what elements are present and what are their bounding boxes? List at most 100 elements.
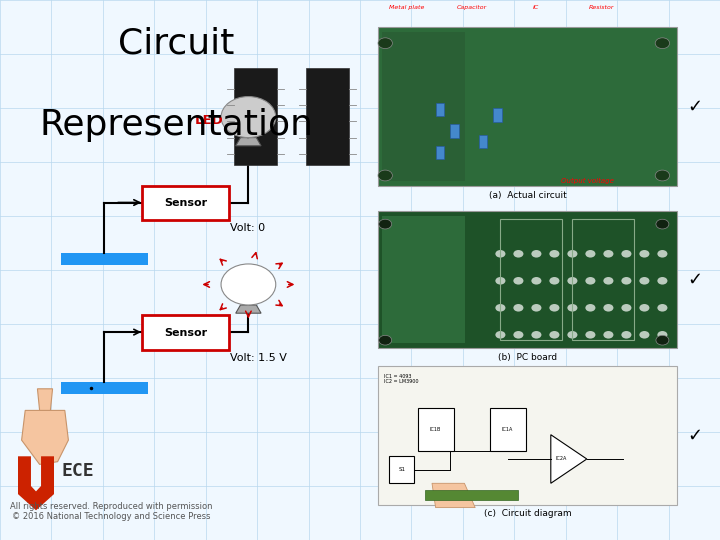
Circle shape xyxy=(513,304,523,312)
Circle shape xyxy=(585,250,595,258)
Circle shape xyxy=(655,170,670,181)
Polygon shape xyxy=(551,435,587,483)
Polygon shape xyxy=(235,138,261,146)
Circle shape xyxy=(639,304,649,312)
Circle shape xyxy=(621,277,631,285)
Polygon shape xyxy=(235,305,261,313)
Circle shape xyxy=(603,304,613,312)
Circle shape xyxy=(603,277,613,285)
Bar xyxy=(382,216,465,343)
Circle shape xyxy=(379,219,392,229)
Polygon shape xyxy=(18,456,54,510)
Bar xyxy=(493,108,502,122)
Text: Volt: 0: Volt: 0 xyxy=(230,224,266,233)
Bar xyxy=(378,211,677,348)
Circle shape xyxy=(621,250,631,258)
Circle shape xyxy=(513,250,523,258)
Circle shape xyxy=(657,277,667,285)
Bar xyxy=(450,124,459,138)
Polygon shape xyxy=(432,483,475,508)
Circle shape xyxy=(221,97,276,138)
Text: Volt: 1.5 V: Volt: 1.5 V xyxy=(230,353,287,363)
Circle shape xyxy=(639,277,649,285)
Circle shape xyxy=(378,38,392,49)
Bar xyxy=(418,408,454,451)
Circle shape xyxy=(495,250,505,258)
Bar xyxy=(306,68,349,165)
Circle shape xyxy=(639,331,649,339)
Bar xyxy=(425,490,518,500)
Bar xyxy=(436,103,444,116)
Text: IC1A: IC1A xyxy=(502,427,513,432)
Circle shape xyxy=(513,277,523,285)
Circle shape xyxy=(549,304,559,312)
Bar xyxy=(61,382,148,394)
Circle shape xyxy=(621,331,631,339)
Text: All rights reserved. Reproduced with permission
© 2016 National Technology and S: All rights reserved. Reproduced with per… xyxy=(10,502,213,521)
Text: IC2A: IC2A xyxy=(556,456,567,462)
Circle shape xyxy=(585,277,595,285)
Circle shape xyxy=(603,331,613,339)
Circle shape xyxy=(657,304,667,312)
FancyBboxPatch shape xyxy=(142,186,229,220)
Circle shape xyxy=(549,277,559,285)
Text: ✓: ✓ xyxy=(687,426,703,444)
Circle shape xyxy=(621,304,631,312)
Text: Sensor: Sensor xyxy=(164,198,207,208)
Text: IC1 = 4093
IC2 = LM3900: IC1 = 4093 IC2 = LM3900 xyxy=(384,374,418,384)
Text: Representation: Representation xyxy=(40,108,313,142)
Circle shape xyxy=(567,250,577,258)
Bar xyxy=(500,219,562,340)
Circle shape xyxy=(567,304,577,312)
Circle shape xyxy=(657,250,667,258)
Circle shape xyxy=(531,277,541,285)
Circle shape xyxy=(495,277,505,285)
Polygon shape xyxy=(22,410,68,464)
Circle shape xyxy=(495,331,505,339)
Text: S1: S1 xyxy=(398,467,405,472)
Bar xyxy=(378,27,677,186)
Circle shape xyxy=(549,331,559,339)
Bar xyxy=(572,219,634,340)
Text: Metal plate: Metal plate xyxy=(389,5,425,10)
Circle shape xyxy=(513,331,523,339)
Text: LED: LED xyxy=(194,114,223,127)
FancyBboxPatch shape xyxy=(142,315,229,350)
Text: (c)  Circuit diagram: (c) Circuit diagram xyxy=(484,509,571,518)
Circle shape xyxy=(379,335,392,345)
Circle shape xyxy=(567,331,577,339)
Bar xyxy=(479,135,487,148)
Text: Resistor: Resistor xyxy=(588,5,614,10)
Text: (a)  Actual circuit: (a) Actual circuit xyxy=(489,191,566,200)
Polygon shape xyxy=(37,389,53,410)
Text: ✓: ✓ xyxy=(687,271,703,288)
Circle shape xyxy=(655,38,670,49)
Bar xyxy=(490,408,526,451)
Bar xyxy=(389,456,414,483)
Circle shape xyxy=(657,331,667,339)
Circle shape xyxy=(567,277,577,285)
Circle shape xyxy=(639,250,649,258)
Bar xyxy=(436,146,444,159)
Circle shape xyxy=(585,304,595,312)
Circle shape xyxy=(495,304,505,312)
Circle shape xyxy=(549,250,559,258)
Circle shape xyxy=(531,304,541,312)
Circle shape xyxy=(221,264,276,305)
Text: Circuit: Circuit xyxy=(118,27,235,61)
Circle shape xyxy=(656,335,669,345)
Circle shape xyxy=(656,219,669,229)
Text: IC: IC xyxy=(534,5,539,10)
Text: Capacitor: Capacitor xyxy=(456,5,487,10)
Text: ECE: ECE xyxy=(61,462,94,481)
Bar xyxy=(378,366,677,505)
Circle shape xyxy=(378,170,392,181)
Text: IC1B: IC1B xyxy=(430,427,441,432)
Circle shape xyxy=(531,331,541,339)
Text: (b)  PC board: (b) PC board xyxy=(498,353,557,362)
Bar xyxy=(61,253,148,265)
Circle shape xyxy=(603,250,613,258)
Text: ✓: ✓ xyxy=(687,98,703,116)
Bar xyxy=(234,68,277,165)
Circle shape xyxy=(531,250,541,258)
